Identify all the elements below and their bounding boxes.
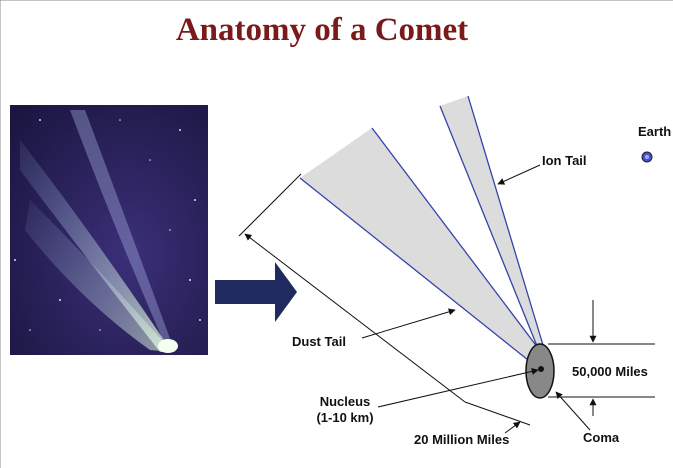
dust-tail-label: Dust Tail [292, 334, 346, 349]
pointer [378, 370, 538, 407]
nucleus-dot [538, 366, 544, 372]
ion-tail-label: Ion Tail [542, 153, 587, 168]
earth-label: Earth [638, 124, 671, 139]
dimension-line [465, 402, 530, 425]
pointer [556, 392, 590, 430]
block-arrow [215, 262, 297, 322]
title: Anatomy of a Comet [176, 12, 468, 48]
earth-icon [645, 155, 649, 159]
pointer [498, 165, 540, 184]
nucleus-label: Nucleus [320, 394, 371, 409]
slide: Anatomy of a Comet Earth [0, 0, 673, 468]
tail-length-label: 20 Million Miles [414, 432, 509, 447]
nucleus-size-label: (1-10 km) [316, 410, 373, 425]
coma-label: Coma [583, 430, 620, 445]
coma-width-label: 50,000 Miles [572, 364, 648, 379]
comet-photo [10, 105, 208, 355]
pointer [362, 310, 455, 338]
dimension-line [239, 174, 301, 236]
